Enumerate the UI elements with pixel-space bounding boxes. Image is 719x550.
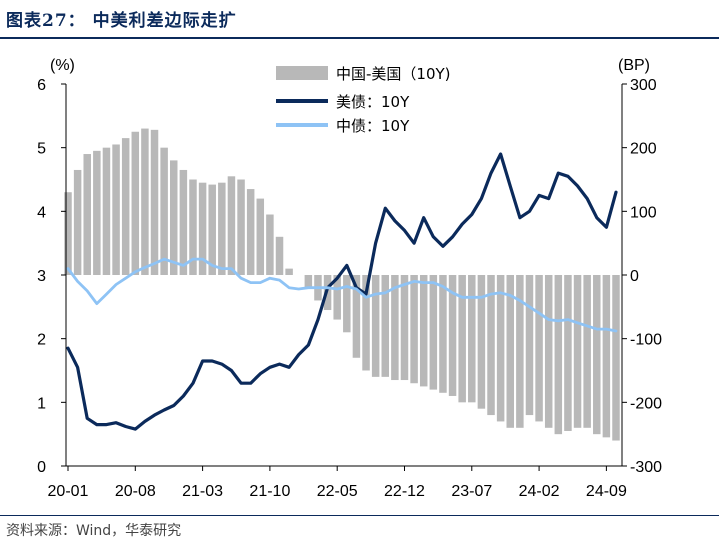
spread-bar	[189, 179, 197, 275]
spread-bar	[343, 275, 351, 333]
spread-bar	[112, 144, 120, 275]
cn-10y-line	[66, 257, 618, 333]
spread-bar	[496, 275, 505, 422]
right-tick-label: 100	[630, 204, 657, 221]
spread-bar	[256, 198, 265, 275]
legend: 中国-美国（10Y) 美债：10Y 中债：10Y	[276, 65, 451, 135]
right-axis-label: (BP)	[618, 57, 650, 74]
spread-bar	[448, 275, 457, 396]
spread-bar	[160, 147, 168, 275]
spread-bar	[333, 275, 341, 320]
chart-canvas: 0 1 2 3 4 5 6 -300 -200 -100 0 100 200 300 20-01 20-08 2…	[37, 57, 662, 500]
spread-bar	[506, 275, 514, 428]
spread-bar	[535, 275, 543, 422]
spread-bar	[458, 275, 466, 403]
x-tick-label: 21-03	[182, 483, 223, 500]
spread-bar	[121, 138, 130, 275]
spread-bar	[573, 275, 582, 428]
right-tick-label: -300	[630, 459, 662, 476]
spread-bar	[468, 275, 476, 403]
x-tick-label: 21-10	[249, 483, 290, 500]
left-tick-label: 6	[37, 77, 46, 94]
legend-label-spread: 中国-美国（10Y)	[336, 65, 451, 83]
spread-bar	[487, 275, 495, 416]
spread-bar	[429, 275, 438, 390]
spread-bar	[304, 275, 313, 288]
left-tick-label: 5	[37, 141, 46, 158]
us-10y-line	[66, 152, 618, 431]
spread-bar	[439, 275, 447, 393]
legend-swatch-spread	[276, 66, 328, 80]
spread-bar	[391, 275, 399, 381]
x-tick-label: 22-12	[384, 483, 425, 500]
spread-bar	[170, 160, 178, 275]
spread-bar	[477, 275, 486, 409]
spread-bar	[218, 182, 226, 275]
axes: 0 1 2 3 4 5 6 -300 -200 -100 0 100 200 300 20-01 20-08 2…	[37, 77, 662, 500]
left-tick-label: 1	[37, 395, 46, 412]
spread-bar	[131, 131, 140, 275]
x-tick-label: 24-09	[586, 483, 627, 500]
spread-bar	[602, 275, 611, 438]
spread-bar	[73, 169, 82, 275]
right-tick-label: -100	[630, 332, 662, 349]
source-note: 资料来源：Wind，华泰研究	[6, 523, 182, 539]
spread-bar	[285, 268, 293, 275]
right-tick-label: 200	[630, 141, 657, 158]
spread-bar	[102, 147, 111, 275]
right-tick-label: -200	[630, 395, 662, 412]
spread-bar	[208, 184, 216, 275]
spread-bar	[83, 154, 91, 275]
yield-lines	[66, 152, 618, 431]
left-tick-label: 2	[37, 332, 46, 349]
spread-bar	[554, 275, 563, 435]
x-tick-label: 22-05	[317, 483, 358, 500]
spread-bar	[410, 275, 418, 384]
spread-bar	[266, 214, 274, 275]
spread-bar	[64, 192, 72, 275]
left-tick-label: 0	[37, 459, 46, 476]
title-rule	[0, 37, 719, 39]
left-axis-label: (%)	[50, 57, 75, 74]
spread-bar	[352, 275, 361, 358]
x-tick-label: 23-07	[451, 483, 492, 500]
spread-bar	[362, 275, 370, 371]
spread-bar	[179, 169, 188, 275]
spread-bars	[64, 128, 620, 441]
spread-bar	[141, 128, 149, 275]
spread-bar	[246, 189, 255, 275]
spread-bar	[227, 176, 236, 275]
spread-bar	[93, 150, 101, 275]
right-tick-label: 0	[630, 268, 639, 285]
spread-bar	[544, 275, 553, 428]
spread-bar	[150, 129, 159, 275]
footer-rule	[0, 515, 719, 516]
spread-bar	[381, 275, 390, 377]
spread-bar	[612, 275, 620, 441]
left-tick-label: 3	[37, 268, 46, 285]
spread-bar	[583, 275, 591, 428]
chart-title: 图表27： 中美利差边际走扩	[6, 11, 237, 31]
x-tick-label: 20-01	[48, 483, 89, 500]
spread-bar	[593, 275, 601, 435]
spread-bar	[400, 275, 409, 381]
spread-bar	[516, 275, 524, 428]
spread-bar	[525, 275, 534, 416]
x-tick-label: 20-08	[115, 483, 156, 500]
spread-bar	[371, 275, 380, 377]
spread-bar	[419, 275, 428, 387]
spread-bar	[198, 182, 207, 275]
x-tick-label: 24-02	[519, 483, 560, 500]
spread-bar	[275, 236, 284, 275]
legend-label-cn-yield: 中债：10Y	[336, 117, 410, 135]
right-tick-label: 300	[630, 77, 657, 94]
legend-label-us-yield: 美债：10Y	[336, 93, 410, 111]
spread-bar	[237, 179, 245, 275]
spread-bar	[564, 275, 572, 431]
left-tick-label: 4	[37, 204, 46, 221]
